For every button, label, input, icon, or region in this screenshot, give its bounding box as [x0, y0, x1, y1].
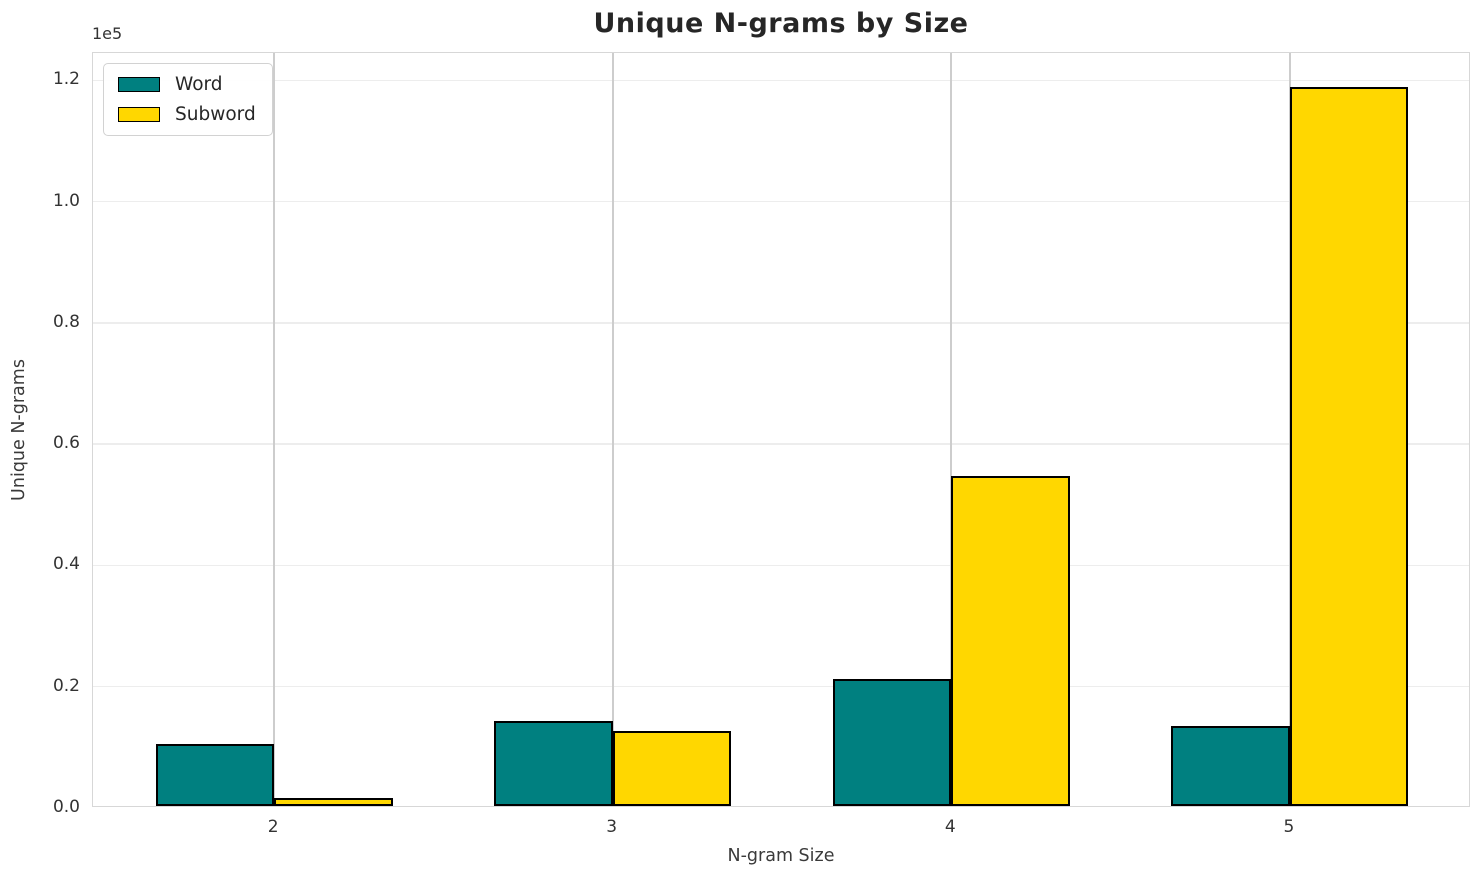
legend-label-subword: Subword	[175, 104, 256, 125]
y-tick-label-0.8: 0.8	[52, 311, 80, 332]
y-tick-label-0.0: 0.0	[52, 797, 80, 817]
y-tick-label-0.2: 0.2	[52, 675, 80, 696]
legend-label-word: Word	[175, 74, 223, 95]
h-gridline-0.8	[93, 322, 1469, 324]
h-gridline-1.2	[93, 79, 1469, 82]
legend-swatch-word-icon	[118, 77, 160, 92]
v-gridline-3	[611, 53, 614, 806]
y-axis-offset-label: 1e5	[92, 24, 123, 43]
bar-word-n3	[494, 721, 613, 806]
y-tick-label-1.0: 1.0	[52, 190, 80, 211]
bar-word-n4	[832, 678, 952, 806]
bar-subword-n4	[951, 475, 1070, 806]
plot-area: Word Subword	[92, 52, 1470, 807]
legend-swatch-subword-icon	[118, 107, 160, 122]
legend-item-word: Word	[118, 74, 256, 95]
bar-subword-n5	[1289, 87, 1409, 806]
bar-word-n5	[1171, 725, 1290, 806]
y-tick-label-1.2: 1.2	[52, 69, 80, 90]
x-axis-label: N-gram Size	[727, 846, 835, 866]
h-gridline-1.0	[93, 200, 1469, 203]
bar-word-n2	[155, 744, 275, 806]
bar-subword-n2	[274, 797, 393, 806]
h-gridline-0.6	[93, 443, 1469, 445]
v-gridline-4	[950, 53, 953, 806]
v-gridline-5	[1289, 53, 1291, 806]
h-gridline-0.4	[93, 564, 1469, 567]
x-tick-label-3: 3	[606, 817, 618, 837]
y-tick-label-0.4: 0.4	[52, 554, 80, 575]
y-axis-label: Unique N-grams	[9, 359, 29, 501]
y-tick-label-0.6: 0.6	[52, 433, 80, 454]
legend: Word Subword	[103, 63, 273, 136]
x-tick-label-2: 2	[267, 817, 279, 837]
chart-title: Unique N-grams by Size	[593, 8, 969, 39]
v-gridline-2	[273, 53, 275, 806]
h-gridline-0.2	[93, 685, 1469, 688]
legend-item-subword: Subword	[118, 104, 256, 125]
x-tick-label-5: 5	[1283, 817, 1295, 837]
bar-subword-n3	[612, 730, 732, 806]
x-tick-label-4: 4	[944, 817, 956, 837]
